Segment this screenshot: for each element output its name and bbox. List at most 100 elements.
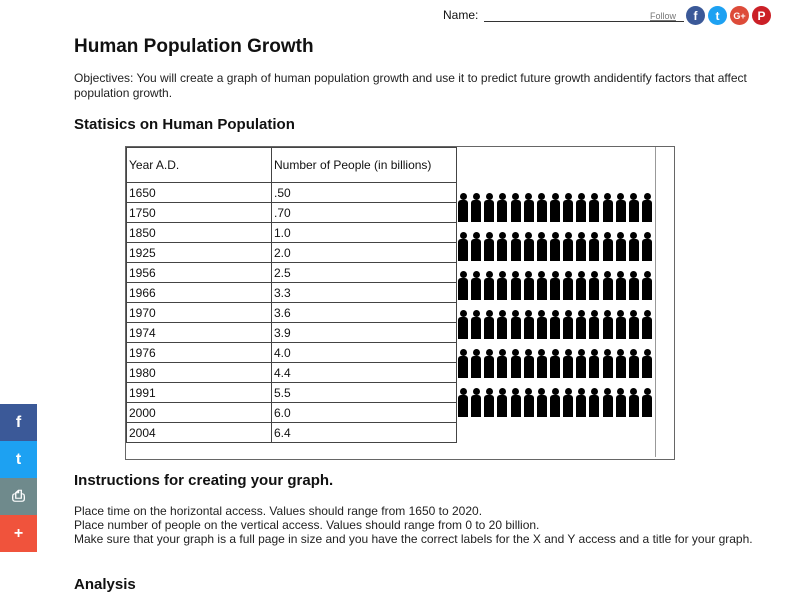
person-silhouette-icon — [615, 232, 627, 261]
person-silhouette-icon — [457, 232, 469, 261]
person-silhouette-icon — [575, 388, 587, 417]
person-silhouette-icon — [641, 310, 653, 339]
table-row: 1750.70 — [126, 202, 457, 223]
year-cell: 1966 — [126, 282, 272, 303]
social-follow-icons: f t G+ P — [686, 6, 771, 25]
silhouette-row — [457, 341, 653, 378]
person-silhouette-icon — [615, 271, 627, 300]
person-silhouette-icon — [549, 232, 561, 261]
year-cell: 1650 — [126, 182, 272, 203]
person-silhouette-icon — [562, 388, 574, 417]
instruction-line: Place time on the horizontal access. Val… — [74, 504, 483, 518]
instructions-text: Place time on the horizontal access. Val… — [74, 504, 754, 546]
google-plus-icon[interactable]: G+ — [730, 6, 749, 25]
person-silhouette-icon — [575, 271, 587, 300]
facebook-share-icon[interactable]: f — [0, 404, 37, 441]
person-silhouette-icon — [641, 349, 653, 378]
person-silhouette-icon — [470, 193, 482, 222]
person-silhouette-icon — [483, 388, 495, 417]
print-icon[interactable]: ⎙ — [0, 478, 37, 515]
person-silhouette-icon — [536, 310, 548, 339]
person-silhouette-icon — [549, 310, 561, 339]
table-divider — [655, 147, 656, 457]
person-silhouette-icon — [523, 271, 535, 300]
person-silhouette-icon — [510, 193, 522, 222]
silhouette-row — [457, 263, 653, 300]
name-label: Name: — [443, 8, 479, 22]
table-row: 2004 6.4 — [126, 422, 457, 443]
person-silhouette-icon — [628, 232, 640, 261]
person-silhouette-icon — [483, 310, 495, 339]
person-silhouette-icon — [628, 349, 640, 378]
person-silhouette-icon — [470, 232, 482, 261]
follow-link[interactable]: Follow — [650, 11, 677, 21]
person-silhouette-icon — [523, 310, 535, 339]
silhouette-row — [457, 302, 653, 339]
population-table: Year A.D. Number of People (in billions)… — [126, 147, 457, 443]
people-cell: 4.0 — [271, 342, 457, 363]
person-silhouette-icon — [457, 310, 469, 339]
twitter-share-icon[interactable]: t — [0, 441, 37, 478]
person-silhouette-icon — [496, 388, 508, 417]
table-row: 1970 3.6 — [126, 302, 457, 323]
instruction-line: Make sure that your graph is a full page… — [74, 532, 753, 546]
person-silhouette-icon — [549, 193, 561, 222]
people-cell: 2.5 — [271, 262, 457, 283]
year-cell: 1925 — [126, 242, 272, 263]
people-cell: .70 — [271, 202, 457, 223]
person-silhouette-icon — [523, 349, 535, 378]
table-row: 1925 2.0 — [126, 242, 457, 263]
person-silhouette-icon — [602, 271, 614, 300]
year-cell: 2000 — [126, 402, 272, 423]
pinterest-icon[interactable]: P — [752, 6, 771, 25]
people-cell: 3.9 — [271, 322, 457, 343]
person-silhouette-icon — [483, 349, 495, 378]
year-cell: 1850 — [126, 222, 272, 243]
table-row: 1974 3.9 — [126, 322, 457, 343]
name-field: Name: — [443, 8, 685, 22]
person-silhouette-icon — [588, 388, 600, 417]
table-header-row: Year A.D. Number of People (in billions) — [126, 147, 457, 183]
person-silhouette-icon — [588, 271, 600, 300]
person-silhouette-icon — [496, 349, 508, 378]
more-share-icon[interactable]: + — [0, 515, 37, 552]
twitter-icon[interactable]: t — [708, 6, 727, 25]
person-silhouette-icon — [549, 271, 561, 300]
person-silhouette-icon — [562, 193, 574, 222]
crowd-silhouettes-image — [457, 185, 653, 417]
person-silhouette-icon — [575, 232, 587, 261]
objectives-text: Objectives: You will create a graph of h… — [74, 71, 747, 100]
year-cell: 1976 — [126, 342, 272, 363]
side-share-bar: f t ⎙ + — [0, 404, 37, 552]
year-cell: 1956 — [126, 262, 272, 283]
stats-table-frame — [125, 146, 675, 460]
person-silhouette-icon — [641, 193, 653, 222]
page-title: Human Population Growth — [74, 36, 314, 57]
person-silhouette-icon — [536, 349, 548, 378]
person-silhouette-icon — [575, 310, 587, 339]
person-silhouette-icon — [602, 232, 614, 261]
year-cell: 1970 — [126, 302, 272, 323]
person-silhouette-icon — [641, 271, 653, 300]
facebook-icon[interactable]: f — [686, 6, 705, 25]
person-silhouette-icon — [575, 349, 587, 378]
person-silhouette-icon — [536, 193, 548, 222]
person-silhouette-icon — [496, 232, 508, 261]
person-silhouette-icon — [483, 232, 495, 261]
person-silhouette-icon — [549, 349, 561, 378]
person-silhouette-icon — [602, 388, 614, 417]
instruction-line: Place number of people on the vertical a… — [74, 518, 540, 532]
table-row: 1956 2.5 — [126, 262, 457, 283]
person-silhouette-icon — [602, 310, 614, 339]
header-year: Year A.D. — [126, 147, 272, 183]
person-silhouette-icon — [536, 388, 548, 417]
people-cell: 6.0 — [271, 402, 457, 423]
person-silhouette-icon — [588, 310, 600, 339]
year-cell: 1991 — [126, 382, 272, 403]
person-silhouette-icon — [457, 271, 469, 300]
person-silhouette-icon — [628, 310, 640, 339]
table-row: 1850 1.0 — [126, 222, 457, 243]
people-cell: 4.4 — [271, 362, 457, 383]
person-silhouette-icon — [588, 232, 600, 261]
table-row: 1976 4.0 — [126, 342, 457, 363]
